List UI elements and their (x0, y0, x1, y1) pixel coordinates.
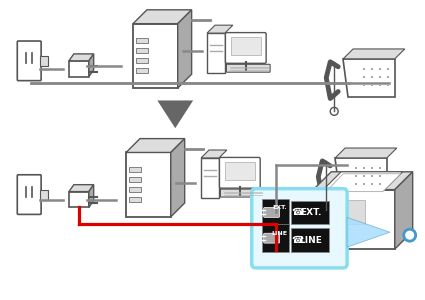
Polygon shape (201, 158, 219, 198)
Polygon shape (178, 10, 192, 88)
FancyBboxPatch shape (136, 48, 148, 53)
Polygon shape (313, 172, 413, 190)
Polygon shape (347, 218, 390, 247)
Polygon shape (201, 150, 227, 158)
FancyBboxPatch shape (227, 64, 270, 72)
FancyBboxPatch shape (292, 200, 329, 224)
Polygon shape (171, 139, 185, 217)
FancyBboxPatch shape (264, 233, 280, 243)
Text: ☎: ☎ (292, 235, 303, 245)
Polygon shape (395, 172, 413, 249)
FancyBboxPatch shape (17, 175, 41, 214)
FancyBboxPatch shape (136, 38, 148, 43)
FancyBboxPatch shape (225, 33, 266, 63)
Polygon shape (69, 192, 89, 208)
FancyBboxPatch shape (292, 228, 329, 252)
Polygon shape (207, 33, 225, 73)
FancyBboxPatch shape (136, 68, 148, 73)
FancyBboxPatch shape (129, 167, 141, 172)
FancyBboxPatch shape (318, 200, 365, 224)
Polygon shape (323, 172, 403, 190)
Text: ☎: ☎ (292, 207, 303, 218)
Polygon shape (343, 59, 395, 97)
FancyBboxPatch shape (252, 189, 347, 268)
Polygon shape (89, 54, 94, 77)
Polygon shape (343, 49, 405, 59)
FancyBboxPatch shape (221, 189, 264, 197)
Polygon shape (69, 185, 94, 192)
FancyBboxPatch shape (129, 177, 141, 182)
Text: EXT.: EXT. (272, 205, 287, 210)
FancyBboxPatch shape (262, 224, 289, 252)
Text: EXT.: EXT. (300, 208, 321, 217)
Polygon shape (157, 100, 193, 128)
FancyBboxPatch shape (136, 58, 148, 63)
FancyBboxPatch shape (264, 208, 280, 218)
FancyBboxPatch shape (129, 187, 141, 192)
FancyBboxPatch shape (40, 56, 48, 66)
FancyBboxPatch shape (225, 162, 255, 180)
Circle shape (404, 229, 416, 241)
FancyBboxPatch shape (219, 158, 260, 188)
Polygon shape (335, 158, 387, 196)
Polygon shape (207, 25, 233, 33)
FancyBboxPatch shape (129, 196, 141, 202)
FancyBboxPatch shape (231, 37, 261, 55)
FancyBboxPatch shape (17, 41, 41, 81)
Polygon shape (326, 174, 401, 192)
Polygon shape (89, 185, 94, 208)
Polygon shape (313, 190, 395, 249)
Polygon shape (69, 54, 94, 61)
Polygon shape (133, 24, 178, 88)
Polygon shape (69, 61, 89, 77)
Polygon shape (126, 152, 171, 217)
Circle shape (322, 206, 330, 214)
FancyBboxPatch shape (262, 199, 289, 226)
FancyBboxPatch shape (40, 190, 48, 200)
Text: LINE: LINE (299, 236, 322, 245)
Polygon shape (335, 148, 397, 158)
Polygon shape (126, 139, 185, 152)
Text: LINE: LINE (272, 231, 288, 236)
Polygon shape (133, 10, 192, 24)
Circle shape (330, 107, 338, 115)
